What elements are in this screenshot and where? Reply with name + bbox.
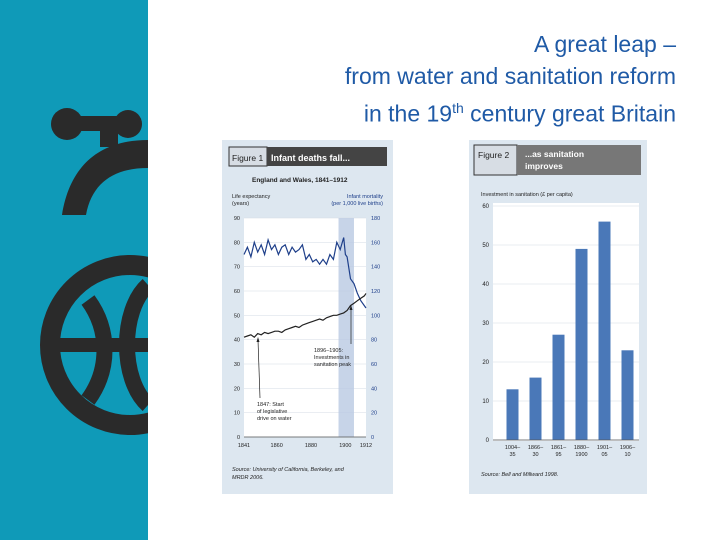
y-tick-label: 30 xyxy=(482,321,489,327)
title-line-3-post: century great Britain xyxy=(463,100,676,127)
bar xyxy=(575,248,588,440)
figure-2-source: Source: Bell and Millward 1998. xyxy=(481,472,558,478)
figure-1-label: Figure 1 xyxy=(232,153,263,163)
left-tick-label: 10 xyxy=(234,411,240,417)
figure-2-heading-box xyxy=(517,145,641,175)
left-axis-label-line2: (years) xyxy=(232,201,249,207)
figure-2-heading-line1: ...as sanitation xyxy=(525,149,584,159)
title-line-3-pre: in the 19 xyxy=(363,100,453,127)
left-tick-label: 40 xyxy=(234,338,240,344)
x-tick-label: 05 xyxy=(601,452,607,458)
y-tick-label: 0 xyxy=(486,438,490,444)
annotation-1896-line: sanitation peak xyxy=(314,362,351,368)
annotation-1847-line: drive on water xyxy=(257,416,292,422)
figure-1: Figure 1 Infant deaths fall... England a… xyxy=(222,140,393,494)
x-tick-label: 95 xyxy=(555,452,561,458)
figure-2-ticks: 60504030201001004–351866–301861–951880–1… xyxy=(482,204,639,458)
left-axis-label-line1: Life expectancy xyxy=(232,194,270,200)
x-tick-label: 1004– xyxy=(505,445,521,451)
sanitation-peak-band xyxy=(338,218,354,437)
bar xyxy=(529,377,542,440)
x-tick-label: 1900 xyxy=(339,443,351,449)
figure-1-source-line1: Source: University of California, Berkel… xyxy=(232,467,345,473)
life-expectancy-line xyxy=(243,293,367,338)
right-tick-label: 20 xyxy=(371,411,377,417)
right-tick-label: 0 xyxy=(371,435,374,441)
left-tick-label: 20 xyxy=(234,386,240,392)
figure-1-chart: Figure 1 Infant deaths fall... England a… xyxy=(222,140,393,494)
x-tick-label: 1880 xyxy=(305,443,317,449)
x-tick-label: 1861– xyxy=(551,445,567,451)
water-tap-icon xyxy=(40,108,148,435)
annotation-1847-arrow xyxy=(257,339,261,399)
figure-1-heading: Infant deaths fall... xyxy=(271,153,350,163)
infant-mortality-line xyxy=(243,237,367,309)
annotation-1847-line: 1847: Start xyxy=(257,402,284,408)
right-tick-label: 120 xyxy=(371,289,380,295)
y-tick-label: 60 xyxy=(482,204,489,210)
right-axis-label-line2: (per 1,000 live births) xyxy=(331,201,383,207)
title-line-3: in the 19th century great Britain xyxy=(345,92,676,130)
figure-2-y-label: Investment in sanitation (£ per capita) xyxy=(481,192,573,198)
x-tick-label: 35 xyxy=(509,452,515,458)
left-tick-label: 90 xyxy=(234,216,240,222)
x-tick-label: 30 xyxy=(532,452,538,458)
bar xyxy=(506,389,519,440)
figure-2-chart: Figure 2 ...as sanitation improves Inves… xyxy=(469,140,647,494)
right-tick-label: 40 xyxy=(371,386,377,392)
figure-2: Figure 2 ...as sanitation improves Inves… xyxy=(469,140,647,494)
title-line-1: A great leap – xyxy=(534,31,676,57)
x-tick-label: 10 xyxy=(624,452,630,458)
left-tick-label: 80 xyxy=(234,240,240,246)
right-tick-label: 140 xyxy=(371,265,380,271)
right-tick-label: 60 xyxy=(371,362,377,368)
figure-1-ticks: 90 180 80 160 70 140 60 120 50 100 40 80 30 60 20 40 10 2… xyxy=(234,216,380,449)
bar xyxy=(552,334,565,440)
figure-1-source-line2: MRDR 2006. xyxy=(232,475,264,481)
figure-2-heading-line2: improves xyxy=(525,161,563,171)
sidebar xyxy=(0,0,148,540)
figure-2-bars xyxy=(506,221,634,440)
annotation-1847-arrowhead xyxy=(256,337,260,342)
figure-2-label: Figure 2 xyxy=(478,150,509,160)
x-tick-label: 1860 xyxy=(271,443,283,449)
left-tick-label: 50 xyxy=(234,313,240,319)
y-tick-label: 10 xyxy=(482,399,489,405)
annotation-1896-arrowhead xyxy=(349,305,353,310)
figure-1-series xyxy=(243,237,367,338)
slide-title: A great leap – from water and sanitation… xyxy=(345,28,676,130)
x-tick-label: 1900 xyxy=(575,452,587,458)
x-tick-label: 1901– xyxy=(597,445,613,451)
x-tick-label: 1880– xyxy=(574,445,590,451)
right-tick-label: 80 xyxy=(371,338,377,344)
right-tick-label: 160 xyxy=(371,240,380,246)
bar xyxy=(621,350,634,440)
annotation-1896-line: 1896–1905: xyxy=(314,348,344,354)
x-tick-label: 1906– xyxy=(620,445,636,451)
left-tick-label: 60 xyxy=(234,289,240,295)
figure-1-subtitle: England and Wales, 1841–1912 xyxy=(252,177,348,184)
x-tick-label: 1866– xyxy=(528,445,544,451)
figure-2-label-box xyxy=(473,144,518,176)
right-tick-label: 180 xyxy=(371,216,380,222)
annotation-1847-line: of legislative xyxy=(257,409,287,415)
left-tick-label: 70 xyxy=(234,265,240,271)
x-tick-label: 1841 xyxy=(238,443,250,449)
y-tick-label: 50 xyxy=(482,243,489,249)
figure-1-heading-box xyxy=(267,147,387,166)
title-superscript: th xyxy=(452,100,464,116)
annotation-1896-line: Investments in xyxy=(314,355,349,361)
y-tick-label: 40 xyxy=(482,282,489,288)
y-tick-label: 20 xyxy=(482,360,489,366)
x-tick-label: 1912 xyxy=(360,443,372,449)
right-axis-label-line1: Infant mortality xyxy=(347,194,383,200)
title-line-2: from water and sanitation reform xyxy=(344,63,676,89)
left-tick-label: 0 xyxy=(237,435,240,441)
bar xyxy=(598,221,611,440)
right-tick-label: 100 xyxy=(371,313,380,319)
left-tick-label: 30 xyxy=(234,362,240,368)
